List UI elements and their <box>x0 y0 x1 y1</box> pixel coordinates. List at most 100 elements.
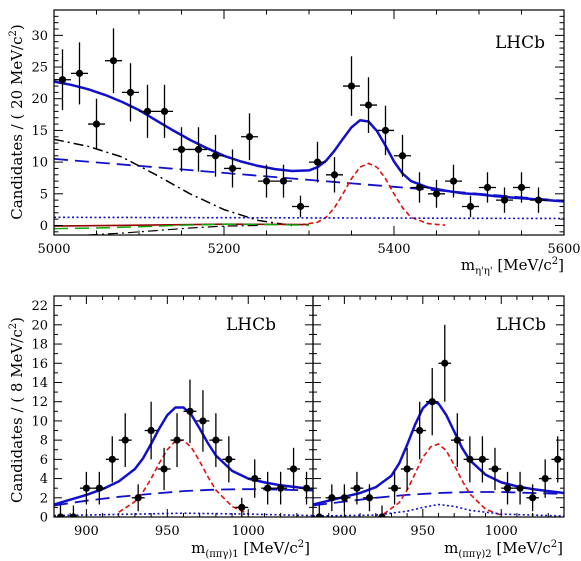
marker <box>466 202 475 211</box>
y-tick-label: 0 <box>40 511 48 526</box>
data-point <box>241 113 258 161</box>
data-point <box>105 28 122 94</box>
ticks-bottom-right: 900 950 1000 <box>312 295 565 539</box>
marker <box>228 164 237 173</box>
marker <box>483 183 492 192</box>
ylabel-top: Candidates / ( 20 MeV/c2) <box>8 24 26 219</box>
fit-curve-dashed <box>383 443 502 516</box>
data-point <box>157 447 171 491</box>
marker <box>517 183 526 192</box>
ticks-bottom-left: 900 950 1000 0 2 4 6 8 10 12 14 16 18 20 22 <box>31 295 314 539</box>
marker <box>279 177 288 185</box>
marker <box>432 190 441 198</box>
data-point <box>209 413 223 468</box>
data-point <box>292 195 309 218</box>
marker <box>108 455 116 463</box>
marker <box>428 398 436 406</box>
marker <box>541 474 549 483</box>
marker <box>277 484 285 492</box>
marker <box>211 152 220 160</box>
data-point <box>222 436 236 483</box>
y-tick-label: 4 <box>40 472 48 487</box>
data-point <box>66 505 80 517</box>
data-point <box>326 157 343 193</box>
marker <box>491 465 499 473</box>
data-point <box>325 484 339 512</box>
marker <box>160 107 169 116</box>
y-tick-label: 10 <box>31 156 48 171</box>
marker <box>199 417 207 425</box>
watermark-bottom-right: LHCb <box>496 315 546 335</box>
y-tick-label: 8 <box>40 434 48 449</box>
marker <box>92 120 101 128</box>
marker <box>95 484 103 492</box>
points-top <box>54 28 547 218</box>
marker <box>347 82 356 90</box>
fit-curve-dashdot <box>54 138 293 227</box>
marker <box>390 484 399 492</box>
marker <box>82 484 90 492</box>
marker <box>381 126 390 135</box>
y-tick-label: 18 <box>31 338 48 353</box>
fit-curve-dotted <box>313 503 564 517</box>
data-point <box>287 447 301 491</box>
marker <box>143 107 152 116</box>
marker <box>186 407 194 415</box>
marker <box>313 158 322 166</box>
marker <box>160 465 168 473</box>
data-point <box>375 505 389 517</box>
data-point <box>170 413 184 468</box>
data-point <box>513 172 530 203</box>
y-tick-label: 15 <box>31 124 48 139</box>
marker <box>529 494 537 502</box>
panel-bottom-left: 900 950 1000 0 2 4 6 8 10 12 14 16 18 20 22 LHCb m(ππγ… <box>8 295 314 560</box>
marker <box>441 359 449 367</box>
marker <box>262 177 271 185</box>
marker <box>365 494 374 502</box>
marker <box>364 101 373 109</box>
marker <box>147 426 155 435</box>
marker <box>453 436 461 444</box>
data-point <box>463 436 477 483</box>
x-tick-label: 950 <box>410 524 435 539</box>
data-point <box>413 401 426 460</box>
marker <box>449 177 458 185</box>
y-tick-label: 30 <box>31 29 48 44</box>
fit-curve-solid <box>313 399 564 506</box>
panel-bottom-right: 900 950 1000 LHCb m(ππγ)2 [MeV/c2] <box>312 295 565 560</box>
fit-curve-dashed <box>300 162 446 226</box>
marker <box>58 76 67 84</box>
y-tick-label: 0 <box>40 219 48 234</box>
data-point <box>479 172 496 203</box>
watermark-bottom-left: LHCb <box>226 315 276 335</box>
data-point <box>462 195 479 218</box>
curves-bottom-left <box>54 406 313 517</box>
data-point <box>196 390 210 452</box>
x-tick-label: 1000 <box>232 524 265 539</box>
data-point <box>530 187 547 213</box>
data-point <box>122 63 139 122</box>
data-point <box>526 484 539 512</box>
data-point <box>261 471 275 505</box>
marker <box>75 69 84 77</box>
data-point <box>363 484 376 512</box>
y-tick-label: 14 <box>31 376 48 391</box>
y-tick-label: 6 <box>40 453 48 468</box>
fit-curve-longdash <box>313 491 564 507</box>
data-point <box>248 459 262 498</box>
data-point <box>313 505 326 517</box>
data-point <box>183 379 197 444</box>
marker <box>126 88 135 96</box>
xlabel-bottom-left: m(ππγ)1 [MeV/c2] <box>191 539 310 560</box>
data-point <box>190 127 207 172</box>
y-tick-label: 12 <box>31 395 48 410</box>
points-bottom-right <box>313 324 564 517</box>
marker <box>212 436 220 444</box>
data-point <box>445 164 462 198</box>
data-point <box>411 172 428 203</box>
data-point <box>173 127 190 172</box>
data-point <box>476 436 489 483</box>
data-point <box>400 447 414 491</box>
marker <box>302 484 311 492</box>
marker <box>478 455 487 463</box>
